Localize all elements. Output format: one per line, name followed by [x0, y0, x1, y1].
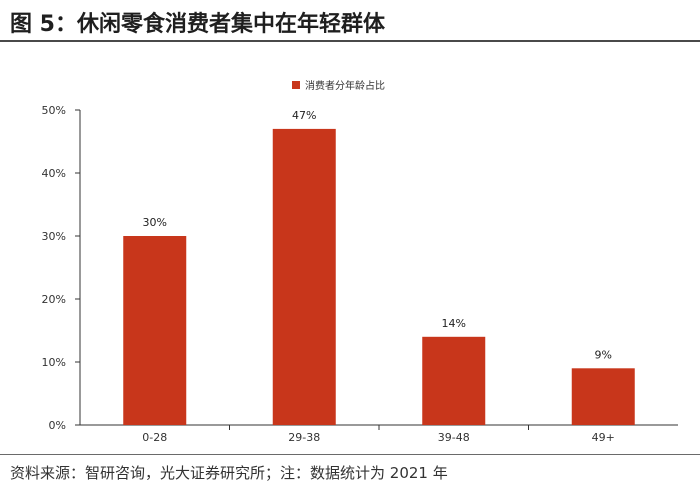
y-tick-label: 20%	[42, 293, 66, 306]
chart-title: 图 5：休闲零食消费者集中在年轻群体	[10, 12, 385, 37]
bar-chart: 0% 10% 20% 30% 40% 50% 0-28 29-38 39-48 49+ 30% 47…	[42, 79, 678, 444]
y-tick-label: 0%	[49, 419, 66, 432]
source-divider	[0, 454, 700, 455]
bar-data-label: 14%	[442, 317, 466, 330]
y-tick-label: 40%	[42, 167, 66, 180]
x-tick-label: 29-38	[288, 431, 320, 444]
legend-swatch	[292, 81, 300, 89]
chart-bars: 30% 47% 14% 9%	[123, 109, 635, 425]
bar-0-28	[123, 236, 187, 425]
bar-39-48	[422, 336, 486, 425]
x-tick-label: 0-28	[142, 431, 167, 444]
y-tick-label: 10%	[42, 356, 66, 369]
legend-label: 消费者分年龄占比	[305, 79, 385, 92]
bar-data-label: 47%	[292, 109, 316, 122]
x-tick-label: 49+	[592, 431, 615, 444]
bar-49+	[571, 368, 635, 425]
y-tick-label: 50%	[42, 104, 66, 117]
title-divider	[0, 40, 700, 42]
bar-data-label: 9%	[595, 348, 612, 361]
bar-29-38	[272, 128, 336, 425]
x-tick-label: 39-48	[438, 431, 470, 444]
source-note: 资料来源：智研咨询，光大证券研究所；注：数据统计为 2021 年	[10, 464, 448, 482]
y-tick-label: 30%	[42, 230, 66, 243]
chart-legend: 消费者分年龄占比	[292, 79, 385, 92]
bar-data-label: 30%	[143, 216, 167, 229]
